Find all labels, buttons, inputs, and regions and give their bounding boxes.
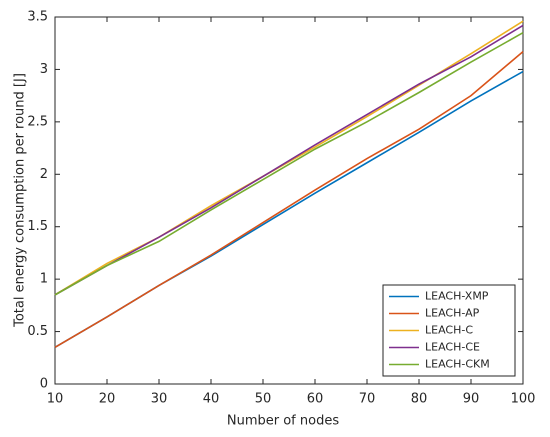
line-series xyxy=(54,24,524,296)
y-tick-label: 0 xyxy=(40,377,48,392)
line-series xyxy=(54,32,524,296)
y-tick-label: 0.5 xyxy=(27,324,48,339)
legend-label: LEACH-AP xyxy=(425,307,480,320)
x-tick-label: 70 xyxy=(359,392,376,407)
legend-label: LEACH-CKM xyxy=(425,358,490,371)
x-axis-label: Number of nodes xyxy=(227,414,339,429)
y-tick-label: 3.5 xyxy=(27,10,48,25)
x-tick-label: 90 xyxy=(463,392,480,407)
legend-label: LEACH-CE xyxy=(425,341,480,354)
line-series xyxy=(54,50,524,348)
y-tick-label: 2.5 xyxy=(27,114,48,129)
y-tick-label: 1 xyxy=(40,272,48,287)
y-tick-label: 3 xyxy=(40,62,48,77)
line-series xyxy=(54,20,524,296)
x-tick-label: 30 xyxy=(151,392,168,407)
y-axis-label: Total energy consumption per round [J] xyxy=(13,73,28,328)
y-tick-label: 1.5 xyxy=(27,219,48,234)
x-tick-label: 20 xyxy=(99,392,116,407)
x-tick-label: 80 xyxy=(411,392,428,407)
x-tick-label: 10 xyxy=(47,392,64,407)
x-tick-label: 60 xyxy=(307,392,324,407)
legend-label: LEACH-C xyxy=(425,324,473,337)
x-tick-label: 50 xyxy=(255,392,272,407)
x-tick-label: 40 xyxy=(203,392,220,407)
legend-label: LEACH-XMP xyxy=(425,290,489,303)
y-tick-label: 2 xyxy=(40,167,48,182)
x-tick-label: 100 xyxy=(511,392,536,407)
